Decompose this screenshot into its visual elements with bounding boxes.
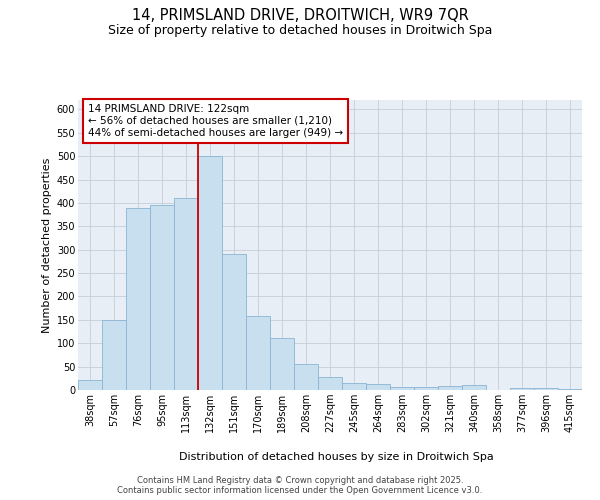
Bar [246,316,270,390]
Bar [366,384,390,390]
Text: 14 PRIMSLAND DRIVE: 122sqm
← 56% of detached houses are smaller (1,210)
44% of s: 14 PRIMSLAND DRIVE: 122sqm ← 56% of deta… [88,104,343,138]
Bar [342,383,366,390]
Bar [558,388,582,390]
Bar [222,254,246,390]
Text: 14, PRIMSLAND DRIVE, DROITWICH, WR9 7QR: 14, PRIMSLAND DRIVE, DROITWICH, WR9 7QR [131,8,469,22]
Text: Size of property relative to detached houses in Droitwich Spa: Size of property relative to detached ho… [108,24,492,37]
Bar [174,198,198,390]
Bar [390,387,414,390]
Bar [438,386,462,390]
Bar [534,388,558,390]
Bar [294,364,318,390]
Bar [462,386,486,390]
Y-axis label: Number of detached properties: Number of detached properties [43,158,52,332]
Bar [318,377,342,390]
Bar [150,205,174,390]
Bar [414,386,438,390]
Bar [270,338,294,390]
Bar [78,380,102,390]
Text: Distribution of detached houses by size in Droitwich Spa: Distribution of detached houses by size … [179,452,493,462]
Bar [126,208,150,390]
Text: Contains HM Land Registry data © Crown copyright and database right 2025.
Contai: Contains HM Land Registry data © Crown c… [118,476,482,495]
Bar [198,156,222,390]
Bar [102,320,126,390]
Bar [510,388,534,390]
